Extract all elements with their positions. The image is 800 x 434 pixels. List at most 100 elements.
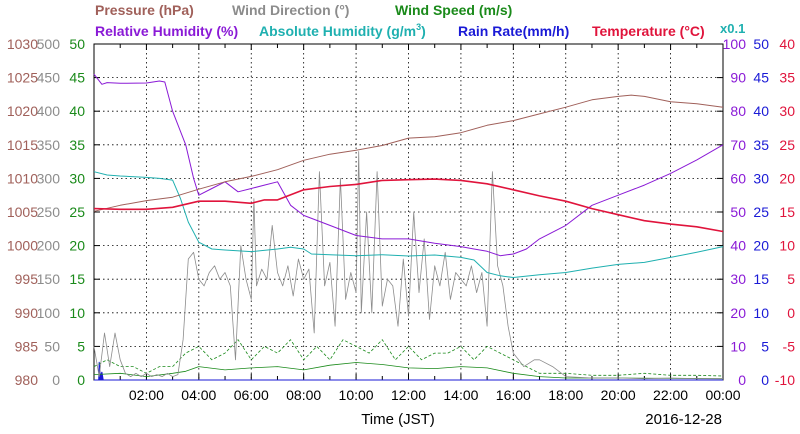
- x-tick-label: 16:00: [496, 387, 531, 403]
- axes: 02:00 04:00 06:00 08:00 10:00 12:00 14:00 16:00…: [7, 36, 795, 403]
- y-tick-label-wind-dir: 400: [37, 103, 61, 119]
- y-tick-label-wind-dir: 450: [37, 70, 61, 86]
- legend-absolute-humidity: Absolute Humidity (g/m3): [259, 22, 426, 39]
- y-tick-label-wind-dir: 250: [37, 204, 61, 220]
- legend-absolute-humidity-close: ): [421, 23, 426, 39]
- y-tick-label-rain: 30: [753, 170, 769, 186]
- series-rh: [93, 73, 724, 257]
- y-tick-label-temp: 0: [787, 305, 795, 321]
- x-tick-label: 06:00: [234, 387, 269, 403]
- y-tick-label-wind-dir: 150: [37, 271, 61, 287]
- legend: Pressure (hPa) Wind Direction (°) Wind S…: [95, 2, 745, 39]
- plot-area: [93, 73, 724, 381]
- y-tick-label-wind-speed: 50: [69, 36, 85, 52]
- x-tick-label: 04:00: [181, 387, 216, 403]
- legend-absolute-humidity-scale: x0.1: [720, 21, 745, 36]
- legend-wind-speed: Wind Speed (m/s): [395, 2, 512, 18]
- y-tick-label-pressure: 980: [15, 372, 39, 388]
- y-tick-label-wind-speed: 10: [69, 305, 85, 321]
- y-tick-label-rh: 70: [730, 137, 746, 153]
- y-tick-label-temp: 15: [779, 204, 795, 220]
- x-tick-label: 14:00: [443, 387, 478, 403]
- y-tick-label-rain: 40: [753, 103, 769, 119]
- y-tick-label-rh: 50: [730, 204, 746, 220]
- x-tick-label: 02:00: [129, 387, 164, 403]
- y-tick-label-wind-dir: 500: [37, 36, 61, 52]
- series-wind-dir: [93, 151, 723, 380]
- y-tick-label-wind-dir: 300: [37, 170, 61, 186]
- y-tick-label-wind-speed: 35: [69, 137, 85, 153]
- y-tick-label-wind-speed: 45: [69, 70, 85, 86]
- y-tick-label-rh: 30: [730, 271, 746, 287]
- x-tick-label: 18:00: [548, 387, 583, 403]
- series-wind-avg: [93, 362, 724, 380]
- y-tick-label-temp: 5: [787, 271, 795, 287]
- x-axis-label: Time (JST): [361, 411, 435, 428]
- x-tick-label: 08:00: [286, 387, 321, 403]
- y-tick-label-pressure: 1000: [7, 238, 38, 254]
- legend-relative-humidity: Relative Humidity (%): [95, 23, 238, 39]
- y-tick-label-rh: 60: [730, 170, 746, 186]
- x-tick-label: 10:00: [339, 387, 374, 403]
- y-tick-label-wind-speed: 0: [77, 372, 85, 388]
- legend-temperature: Temperature (°C): [592, 23, 705, 39]
- y-tick-label-rh: 20: [730, 305, 746, 321]
- y-tick-label-temp: 10: [779, 238, 795, 254]
- y-tick-label-wind-dir: 200: [37, 238, 61, 254]
- y-tick-label-rain: 35: [753, 137, 769, 153]
- y-tick-label-temp: -10: [775, 372, 795, 388]
- y-tick-label-temp: -5: [783, 338, 796, 354]
- y-tick-label-rain: 0: [761, 372, 769, 388]
- y-tick-label-rain: 25: [753, 204, 769, 220]
- y-tick-label-pressure: 1020: [7, 103, 38, 119]
- y-tick-label-pressure: 1010: [7, 170, 38, 186]
- y-tick-label-pressure: 990: [15, 305, 39, 321]
- y-tick-label-temp: 30: [779, 103, 795, 119]
- y-tick-label-rain: 20: [753, 238, 769, 254]
- y-tick-label-rh: 80: [730, 103, 746, 119]
- y-tick-label-pressure: 1025: [7, 70, 38, 86]
- y-tick-label-pressure: 1030: [7, 36, 38, 52]
- y-tick-label-wind-dir: 0: [52, 372, 60, 388]
- y-tick-label-pressure: 1005: [7, 204, 38, 220]
- y-tick-label-temp: 25: [779, 137, 795, 153]
- x-tick-label: 00:00: [705, 387, 740, 403]
- series-ah: [93, 171, 724, 278]
- y-tick-label-rh: 100: [723, 36, 747, 52]
- y-tick-label-rain: 50: [753, 36, 769, 52]
- y-tick-label-wind-speed: 20: [69, 238, 85, 254]
- legend-pressure: Pressure (hPa): [95, 2, 194, 18]
- y-tick-label-temp: 40: [779, 36, 795, 52]
- y-tick-label-rh: 0: [738, 372, 746, 388]
- y-tick-label-rh: 90: [730, 70, 746, 86]
- y-tick-label-temp: 35: [779, 70, 795, 86]
- legend-rain-rate: Rain Rate(mm/h): [458, 23, 569, 39]
- y-tick-label-rain: 10: [753, 305, 769, 321]
- y-tick-label-rain: 5: [761, 338, 769, 354]
- y-tick-label-wind-speed: 40: [69, 103, 85, 119]
- y-tick-label-wind-dir: 100: [37, 305, 61, 321]
- legend-wind-direction: Wind Direction (°): [232, 2, 349, 18]
- y-tick-label-rain: 15: [753, 271, 769, 287]
- series-wind-max: [93, 339, 724, 377]
- legend-absolute-humidity-main: Absolute Humidity (g/m: [259, 23, 416, 39]
- y-tick-label-pressure: 995: [15, 271, 39, 287]
- y-tick-label-pressure: 985: [15, 338, 39, 354]
- y-tick-label-wind-speed: 5: [77, 338, 85, 354]
- x-tick-label: 22:00: [653, 387, 688, 403]
- date-label: 2016-12-28: [645, 411, 722, 428]
- y-tick-label-rh: 10: [730, 338, 746, 354]
- y-tick-label-temp: 20: [779, 170, 795, 186]
- x-tick-label: 20:00: [601, 387, 636, 403]
- y-tick-label-wind-dir: 350: [37, 137, 61, 153]
- y-tick-label-wind-speed: 25: [69, 204, 85, 220]
- y-tick-label-wind-speed: 30: [69, 170, 85, 186]
- series-temp: [93, 178, 724, 233]
- y-tick-label-rain: 45: [753, 70, 769, 86]
- legend-absolute-humidity-sup: 3: [416, 22, 421, 32]
- x-tick-label: 12:00: [391, 387, 426, 403]
- series-pressure: [93, 94, 724, 212]
- y-tick-label-pressure: 1015: [7, 137, 38, 153]
- y-tick-label-rh: 40: [730, 238, 746, 254]
